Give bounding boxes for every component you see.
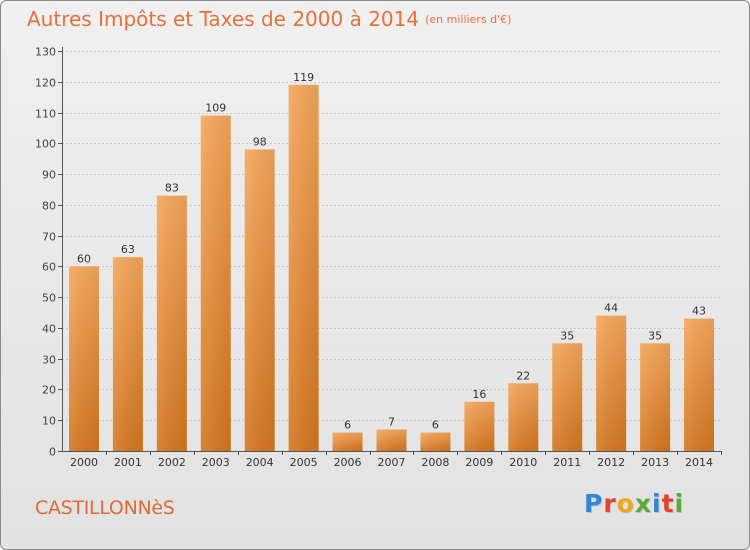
logo-letter: i xyxy=(674,489,685,518)
bar-shade-2010 xyxy=(508,383,539,451)
bar-shade-2002 xyxy=(156,195,187,451)
logo-letter: i xyxy=(652,489,662,518)
y-tick-label: 110 xyxy=(35,108,56,121)
proxiti-logo[interactable]: Proxiti xyxy=(584,489,684,518)
y-tick-label: 90 xyxy=(42,169,56,182)
x-tick-label-2012: 2012 xyxy=(597,456,625,469)
x-tick-label-2006: 2006 xyxy=(334,456,362,469)
data-label-2010: 22 xyxy=(516,369,530,382)
y-tick-label: 60 xyxy=(42,261,56,274)
x-tick-label-2004: 2004 xyxy=(246,456,274,469)
x-tick-label-2007: 2007 xyxy=(378,456,406,469)
logo-letter: x xyxy=(634,489,652,518)
data-label-2013: 35 xyxy=(648,329,662,342)
y-tick-label: 70 xyxy=(42,231,56,244)
data-label-2008: 6 xyxy=(432,419,439,432)
x-tick-label-2010: 2010 xyxy=(509,456,537,469)
data-label-2000: 60 xyxy=(77,252,91,265)
bars xyxy=(68,84,715,451)
y-tick-label: 30 xyxy=(42,354,56,367)
x-tick-label-2011: 2011 xyxy=(553,456,581,469)
data-labels: 60 63 83 109 98 119 6 7 6 16 22 35 44 35 43 xyxy=(77,71,706,432)
data-label-2014: 43 xyxy=(692,305,706,318)
data-label-2002: 83 xyxy=(165,182,179,195)
data-label-2006: 6 xyxy=(344,419,351,432)
chart-unit: (en milliers d'€) xyxy=(425,13,512,26)
bar-shade-2012 xyxy=(596,315,627,451)
y-tick-label: 20 xyxy=(42,384,56,397)
y-tick-label: 130 xyxy=(35,46,56,59)
chart-title: Autres Impôts et Taxes de 2000 à 2014 (en… xyxy=(27,7,511,31)
logo-letter: t xyxy=(661,489,675,518)
x-tick-label-2001: 2001 xyxy=(114,456,142,469)
x-tick-label-2005: 2005 xyxy=(290,456,318,469)
data-label-2003: 109 xyxy=(205,102,226,115)
logo-letter: P xyxy=(584,489,604,518)
data-label-2007: 7 xyxy=(388,415,395,428)
x-tick-label-2008: 2008 xyxy=(421,456,449,469)
data-label-2012: 44 xyxy=(604,302,618,315)
y-tick-label: 40 xyxy=(42,323,56,336)
bar-shade-2008 xyxy=(420,432,451,451)
x-tick-label-2003: 2003 xyxy=(202,456,230,469)
bar-shade-2007 xyxy=(376,429,407,451)
x-tick-label-2014: 2014 xyxy=(685,456,713,469)
bar-shade-2000 xyxy=(68,266,99,451)
bar-shade-2006 xyxy=(332,432,363,451)
bar-shade-2011 xyxy=(552,343,583,451)
data-label-2005: 119 xyxy=(293,71,314,84)
bar-shade-2005 xyxy=(288,84,319,451)
y-tick-label: 50 xyxy=(42,292,56,305)
x-tick-label-2002: 2002 xyxy=(158,456,186,469)
data-label-2001: 63 xyxy=(121,243,135,256)
y-tick-label: 80 xyxy=(42,200,56,213)
y-tick-label: 10 xyxy=(42,415,56,428)
chart-title-text: Autres Impôts et Taxes de 2000 à 2014 xyxy=(27,7,420,31)
logo-letter: o xyxy=(616,489,635,518)
bar-shade-2003 xyxy=(200,115,231,451)
axes: 0 10 20 30 40 50 60 70 80 90 100 110 120 130 2000 2001 2… xyxy=(35,46,722,469)
y-tick-label: 0 xyxy=(49,446,56,459)
bar-shade-2004 xyxy=(244,149,275,451)
x-tick-label-2000: 2000 xyxy=(70,456,98,469)
bar-shade-2013 xyxy=(640,343,671,451)
commune-name: CASTILLONNèS xyxy=(35,497,175,519)
bar-shade-2014 xyxy=(684,318,715,451)
logo-letter: r xyxy=(603,489,617,518)
y-tick-label: 100 xyxy=(35,138,56,151)
grid-lines xyxy=(62,51,721,421)
x-tick-label-2009: 2009 xyxy=(465,456,493,469)
data-label-2011: 35 xyxy=(560,329,574,342)
data-label-2004: 98 xyxy=(253,135,267,148)
bar-shade-2001 xyxy=(112,257,143,451)
y-tick-label: 120 xyxy=(35,77,56,90)
data-label-2009: 16 xyxy=(472,388,486,401)
x-tick-label-2013: 2013 xyxy=(641,456,669,469)
bar-shade-2009 xyxy=(464,401,495,451)
